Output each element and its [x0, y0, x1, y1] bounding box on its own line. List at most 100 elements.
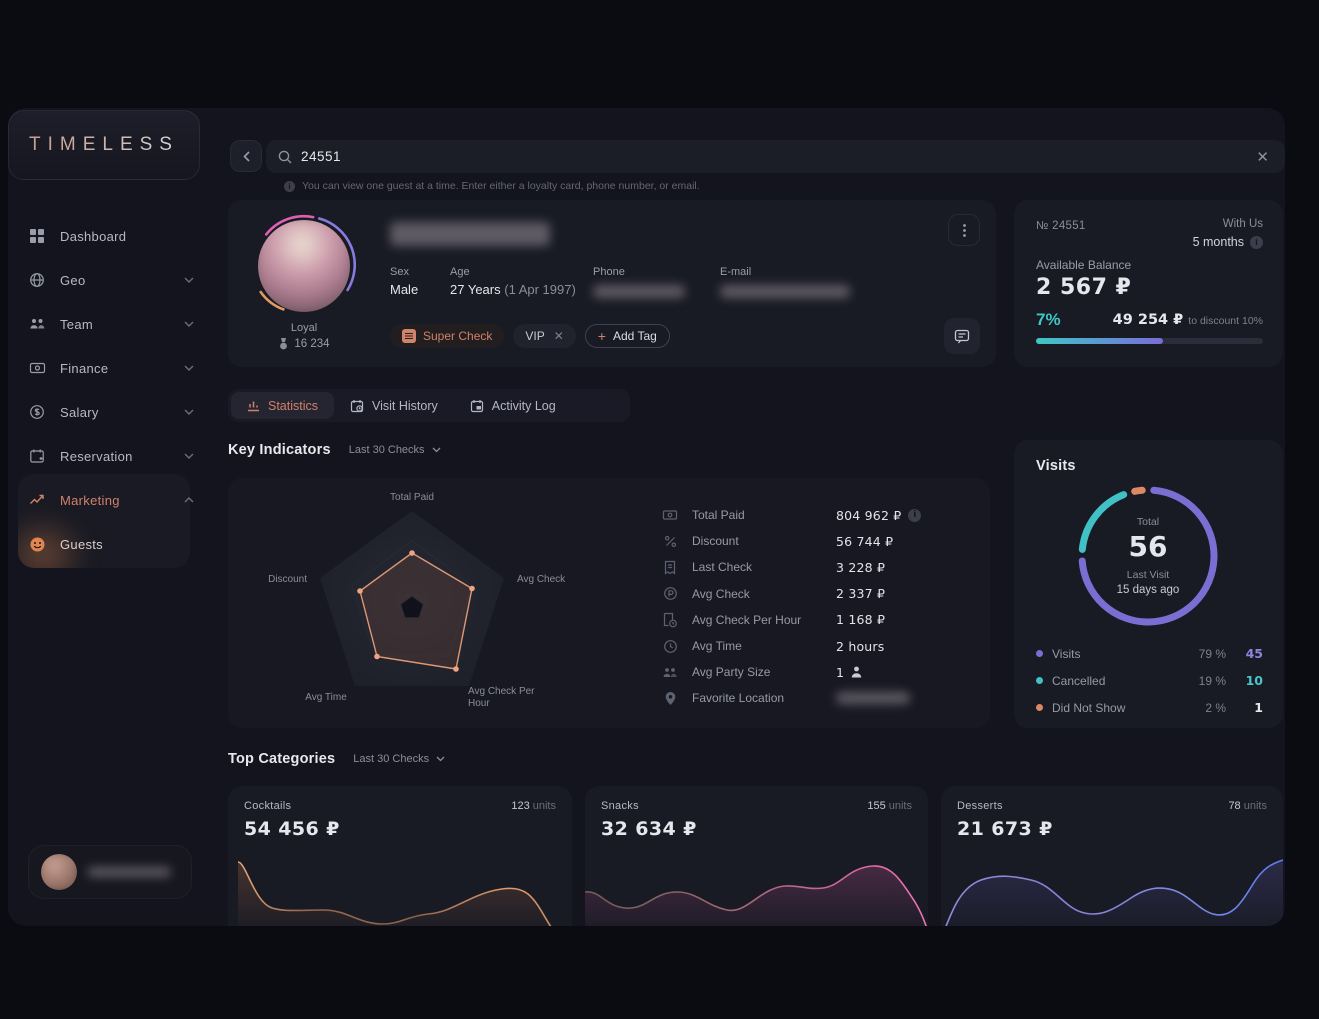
- loyalty-status: Loyal: [290, 322, 318, 334]
- guest-name-redacted: [390, 222, 550, 246]
- legend-row-visits: Visits 79 % 45: [1036, 640, 1263, 667]
- percent-icon: [662, 533, 678, 549]
- legend-row-did-not-show: Did Not Show 2 % 1: [1036, 694, 1263, 721]
- legend-dot: [1036, 704, 1043, 711]
- tab-activity-log[interactable]: Activity Log: [454, 392, 572, 419]
- legend-dot: [1036, 677, 1043, 684]
- chevron-down-icon: [184, 409, 194, 415]
- favorite-location-redacted: [836, 692, 910, 705]
- current-discount-pct: 7%: [1036, 310, 1061, 329]
- remove-tag-icon[interactable]: ✕: [553, 329, 564, 343]
- legend-value: 10: [1245, 673, 1263, 688]
- category-card-desserts[interactable]: Desserts 78 units 21 673 ₽: [941, 786, 1283, 926]
- search-icon: [278, 150, 292, 163]
- sidebar-item-salary[interactable]: Salary: [28, 390, 194, 434]
- radar-axis-avg-check-per-hour: Avg Check Per: [468, 686, 535, 697]
- finance-icon: [28, 359, 46, 377]
- info-icon[interactable]: i: [1250, 235, 1263, 249]
- legend-dot: [1036, 650, 1043, 657]
- field-value-email-redacted: [720, 285, 850, 298]
- guest-chat-button[interactable]: [944, 318, 980, 354]
- chat-icon: [954, 329, 970, 343]
- search-hint-text: You can view one guest at a time. Enter …: [302, 180, 700, 192]
- sidebar-item-guests[interactable]: Guests: [28, 522, 194, 566]
- clock-icon: [662, 638, 678, 654]
- stat-row-discount: Discount 56 744 ₽: [662, 528, 966, 554]
- info-icon: i: [284, 180, 295, 192]
- visits-donut-chart: [1078, 486, 1218, 626]
- sidebar-label: Marketing: [60, 492, 120, 508]
- location-pin-icon: [662, 690, 678, 706]
- discount-progress-fill: [1036, 338, 1164, 344]
- tag-super-check[interactable]: Super Check: [390, 324, 505, 348]
- brand-logo-card[interactable]: TIMELESS: [8, 110, 200, 180]
- receipt-clock-icon: [662, 612, 678, 628]
- desserts-sparkline: [945, 859, 1283, 926]
- clear-search-icon[interactable]: ✕: [1256, 148, 1269, 166]
- coin-icon: [662, 586, 678, 602]
- key-indicators-filter-dropdown[interactable]: Last 30 Checks: [349, 444, 441, 456]
- visit-history-icon: [350, 399, 364, 412]
- loyalty-points: 16 234: [294, 338, 330, 350]
- stat-row-total-paid: Total Paid 804 962 ₽ i: [662, 502, 966, 528]
- sidebar-label: Guests: [60, 536, 103, 552]
- stat-row-favorite-location: Favorite Location: [662, 685, 966, 711]
- tag-vip[interactable]: VIP ✕: [513, 324, 576, 348]
- guest-menu-button[interactable]: [948, 214, 980, 246]
- field-value-phone-redacted: [593, 285, 685, 298]
- radar-axis-total-paid: Total Paid: [390, 492, 434, 503]
- tab-visit-history[interactable]: Visit History: [334, 392, 454, 419]
- stat-row-avg-check-per-hour: Avg Check Per Hour 1 168 ₽: [662, 607, 966, 633]
- chevron-down-icon: [184, 453, 194, 459]
- radar-axis-discount: Discount: [268, 574, 307, 585]
- current-user-name-redacted: [87, 867, 171, 877]
- info-icon[interactable]: i: [908, 508, 922, 522]
- guest-avatar: [252, 214, 356, 318]
- tab-statistics[interactable]: Statistics: [231, 392, 335, 419]
- super-check-icon: [402, 329, 416, 343]
- team-icon: [28, 315, 46, 333]
- field-value-sex: Male: [390, 282, 419, 297]
- sidebar-item-geo[interactable]: Geo: [28, 258, 194, 302]
- back-button[interactable]: [230, 140, 262, 172]
- sidebar-item-team[interactable]: Team: [28, 302, 194, 346]
- to-next-discount-note: to discount 10%: [1188, 315, 1263, 327]
- sidebar-item-reservation[interactable]: Reservation: [28, 434, 194, 478]
- last-visit-value: 15 days ago: [1116, 584, 1180, 596]
- top-categories-filter-dropdown[interactable]: Last 30 Checks: [353, 753, 445, 765]
- category-card-snacks[interactable]: Snacks 155 units 32 634 ₽: [585, 786, 928, 926]
- chevron-down-icon: [184, 277, 194, 283]
- top-categories-title: Top Categories: [228, 751, 336, 767]
- guest-profile-card: Loyal 16 234 Sex Male Age 27 Years (1 Ap…: [228, 200, 996, 367]
- current-user-chip[interactable]: [28, 845, 192, 899]
- visits-legend: Visits 79 % 45 Cancelled 19 % 10 Did Not…: [1036, 640, 1263, 721]
- legend-value: 45: [1245, 646, 1263, 661]
- receipt-icon: [662, 559, 678, 575]
- field-label-phone: Phone: [593, 266, 625, 278]
- chevron-up-icon: [184, 497, 194, 503]
- visits-title: Visits: [1036, 458, 1076, 474]
- search-input[interactable]: [301, 149, 1244, 164]
- category-card-cocktails[interactable]: Cocktails 123 units 54 456 ₽: [228, 786, 572, 926]
- visits-total-value: 56: [1128, 530, 1168, 563]
- search-bar: ✕: [266, 140, 1285, 173]
- sidebar-item-finance[interactable]: Finance: [28, 346, 194, 390]
- plus-icon: +: [597, 328, 606, 344]
- add-tag-button[interactable]: + Add Tag: [584, 324, 670, 348]
- available-balance-label: Available Balance: [1036, 258, 1132, 272]
- guest-number: № 24551: [1036, 220, 1086, 232]
- radar-axis-avg-check: Avg Check: [517, 574, 566, 585]
- discount-progress-track: [1036, 338, 1263, 344]
- medal-icon: [280, 338, 288, 350]
- sidebar-label: Finance: [60, 360, 109, 376]
- sidebar-label: Dashboard: [60, 228, 127, 244]
- sidebar-item-marketing[interactable]: Marketing: [28, 478, 194, 522]
- svg-text:Hour: Hour: [468, 698, 490, 709]
- people-icon: [662, 664, 678, 680]
- chevron-down-icon: [436, 756, 445, 762]
- stat-row-avg-check: Avg Check 2 337 ₽: [662, 581, 966, 607]
- stat-row-last-check: Last Check 3 228 ₽: [662, 554, 966, 580]
- stat-row-avg-time: Avg Time 2 hours: [662, 633, 966, 659]
- sidebar-item-dashboard[interactable]: Dashboard: [28, 214, 194, 258]
